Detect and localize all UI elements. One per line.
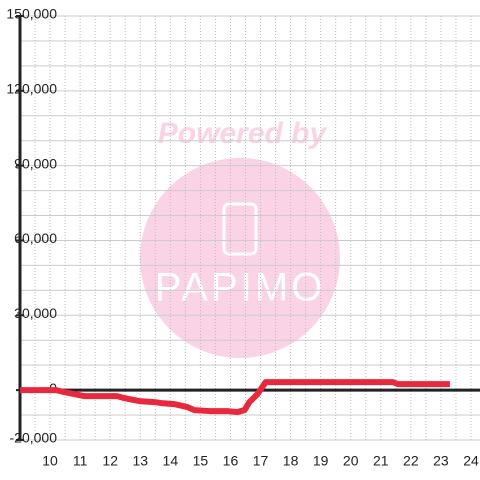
watermark-icon	[222, 202, 258, 256]
y-tick-label: 90,000	[14, 155, 57, 171]
y-tick-label: 30,000	[14, 305, 57, 321]
watermark-circle	[140, 158, 340, 358]
watermark-title: Powered by	[158, 117, 328, 150]
x-tick-label: 14	[163, 453, 179, 469]
x-tick-label: 20	[343, 453, 359, 469]
x-tick-label: 24	[463, 453, 479, 469]
y-tick-label: 120,000	[6, 81, 57, 97]
line	[20, 379, 450, 416]
y-tick-label: -20,000	[10, 430, 58, 446]
x-tick-label: 21	[373, 453, 389, 469]
x-tick-label: 11	[73, 453, 88, 469]
x-tick-label: 15	[193, 453, 209, 469]
x-tick-label: 18	[283, 453, 299, 469]
y-tick-label: 150,000	[6, 6, 57, 22]
x-tick-label: 17	[253, 453, 269, 469]
x-tick-label: 10	[42, 453, 58, 469]
y-tick-label: 60,000	[14, 230, 57, 246]
x-tick-label: 16	[223, 453, 239, 469]
x-tick-label: 13	[132, 453, 148, 469]
x-tick-label: 22	[403, 453, 419, 469]
x-tick-label: 12	[102, 453, 118, 469]
x-tick-label: 19	[313, 453, 329, 469]
watermark-logo: PAPIMO	[155, 266, 326, 310]
x-tick-label: 23	[433, 453, 449, 469]
